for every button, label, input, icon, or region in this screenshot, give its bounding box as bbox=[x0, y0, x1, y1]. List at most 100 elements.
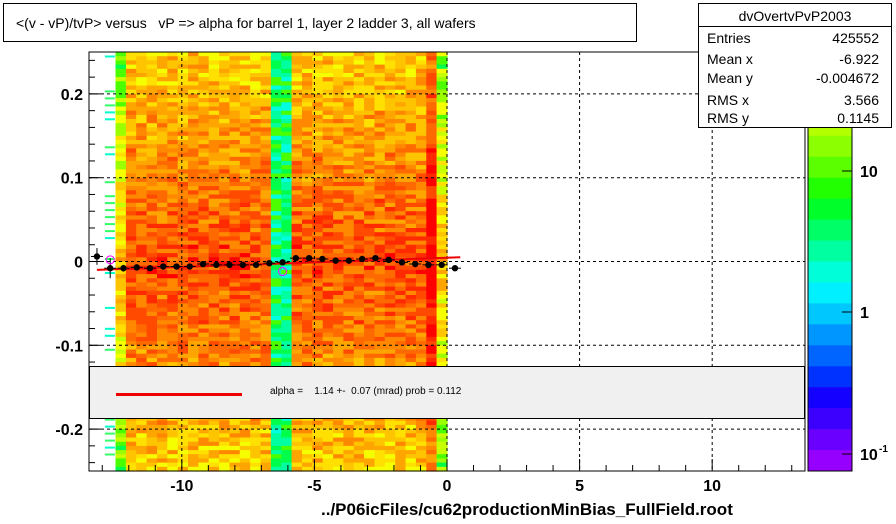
profile-point bbox=[372, 254, 379, 262]
x-tick-label: 10 bbox=[703, 478, 721, 495]
profile-point bbox=[133, 264, 140, 271]
color-scale-bin bbox=[808, 345, 852, 367]
z-tick-label: 1 bbox=[860, 305, 869, 322]
sparse-bin bbox=[104, 55, 115, 58]
color-scale-bin bbox=[808, 177, 852, 200]
sparse-bin bbox=[104, 195, 115, 198]
x-tick-label: -5 bbox=[307, 478, 321, 495]
sparse-bin bbox=[104, 181, 115, 184]
profile-point bbox=[199, 260, 207, 268]
sparse-bin bbox=[104, 327, 115, 330]
profile-point bbox=[107, 265, 114, 272]
sparse-bin bbox=[104, 453, 115, 456]
color-scale-bin bbox=[808, 240, 852, 262]
color-scale-bin bbox=[808, 366, 852, 388]
sparse-bin bbox=[104, 146, 115, 149]
profile-point bbox=[411, 260, 419, 268]
sparse-bin bbox=[104, 425, 115, 428]
sparse-bin bbox=[104, 118, 115, 121]
color-scale-bin bbox=[808, 387, 852, 409]
stats-label-rms-y: RMS y bbox=[707, 110, 749, 126]
stats-value-mean-x: -6.922 bbox=[839, 51, 879, 67]
color-scale-bin bbox=[808, 450, 852, 472]
profile-point bbox=[451, 265, 459, 272]
color-scale-bin bbox=[808, 282, 852, 304]
sparse-bin bbox=[104, 334, 115, 337]
stats-label-rms-x: RMS x bbox=[707, 92, 749, 108]
fit-legend-text: alpha = 1.14 +- 0.07 (mrad) prob = 0.112 bbox=[270, 386, 462, 397]
color-scale-bin bbox=[808, 408, 852, 430]
profile-point bbox=[425, 261, 432, 269]
stats-box: dvOvertvPvP2003 Entries 425552 Mean x -6… bbox=[698, 3, 892, 128]
sparse-bin bbox=[104, 97, 115, 100]
profile-point bbox=[305, 254, 313, 262]
y-tick-label: 0.2 bbox=[61, 87, 83, 104]
color-scale-bin bbox=[808, 303, 852, 325]
fit-legend-line bbox=[116, 393, 242, 396]
color-scale-bin bbox=[808, 324, 852, 346]
sparse-bin bbox=[104, 446, 115, 449]
sparse-bin bbox=[104, 237, 115, 240]
sparse-bin bbox=[104, 432, 115, 435]
profile-point bbox=[292, 254, 300, 262]
profile-point bbox=[160, 263, 167, 270]
profile-point bbox=[385, 256, 392, 264]
color-scale-bin bbox=[808, 219, 852, 241]
profile-point bbox=[239, 261, 247, 269]
sparse-bin bbox=[104, 439, 115, 442]
x-tick-label: 0 bbox=[443, 478, 452, 495]
profile-point bbox=[173, 263, 180, 270]
profile-point bbox=[93, 253, 101, 260]
stats-name: dvOvertvPvP2003 bbox=[738, 8, 852, 24]
stats-value-entries: 425552 bbox=[832, 30, 879, 46]
sparse-bin bbox=[104, 348, 115, 351]
stats-label-mean-x: Mean x bbox=[707, 51, 753, 67]
z-tick-label: 10 bbox=[860, 447, 878, 464]
open-marker bbox=[105, 255, 115, 265]
profile-point bbox=[186, 263, 193, 270]
sparse-bin bbox=[104, 90, 115, 93]
sparse-bin bbox=[104, 153, 115, 156]
profile-point bbox=[120, 265, 127, 272]
color-scale-bin bbox=[808, 156, 852, 179]
profile-point bbox=[358, 255, 366, 263]
chart-title-box: <(v - vP)/tvP> versus vP => alpha for ba… bbox=[3, 3, 637, 42]
profile-point bbox=[438, 261, 445, 269]
sparse-bin bbox=[104, 306, 115, 309]
profile-point bbox=[252, 261, 260, 269]
profile-point bbox=[345, 257, 353, 264]
x-tick-label: 5 bbox=[575, 478, 584, 495]
y-tick-label: 0.1 bbox=[61, 171, 83, 188]
sparse-bin bbox=[104, 209, 115, 212]
fit-legend-box: alpha = 1.14 +- 0.07 (mrad) prob = 0.112 bbox=[89, 366, 805, 419]
stats-label-entries: Entries bbox=[707, 30, 751, 46]
y-tick-label: 0 bbox=[74, 255, 83, 272]
y-tick-label: -0.1 bbox=[55, 338, 83, 355]
profile-point bbox=[213, 261, 220, 269]
color-scale-bin bbox=[808, 198, 852, 221]
z-tick-exponent: -1 bbox=[879, 444, 888, 455]
stats-label-mean-y: Mean y bbox=[707, 70, 753, 86]
sparse-bin bbox=[104, 111, 115, 114]
color-scale-bin bbox=[808, 135, 852, 158]
profile-point bbox=[398, 259, 406, 266]
stats-value-rms-x: 3.566 bbox=[843, 92, 879, 108]
sparse-bin bbox=[104, 223, 115, 226]
profile-point bbox=[332, 257, 339, 264]
profile-point bbox=[226, 261, 233, 269]
profile-point bbox=[319, 255, 326, 263]
sparse-bin bbox=[104, 202, 115, 205]
chart-title: <(v - vP)/tvP> versus vP => alpha for ba… bbox=[16, 15, 476, 31]
x-tick-label: -10 bbox=[170, 478, 193, 495]
open-marker bbox=[278, 267, 288, 277]
profile-point bbox=[146, 265, 154, 272]
z-tick-label: 10 bbox=[860, 164, 878, 181]
color-scale-bin bbox=[808, 261, 852, 283]
sparse-bin bbox=[104, 216, 115, 219]
sparse-bin bbox=[104, 230, 115, 233]
fit-line bbox=[96, 256, 461, 271]
sparse-bin bbox=[104, 418, 115, 421]
profile-point bbox=[266, 259, 273, 267]
